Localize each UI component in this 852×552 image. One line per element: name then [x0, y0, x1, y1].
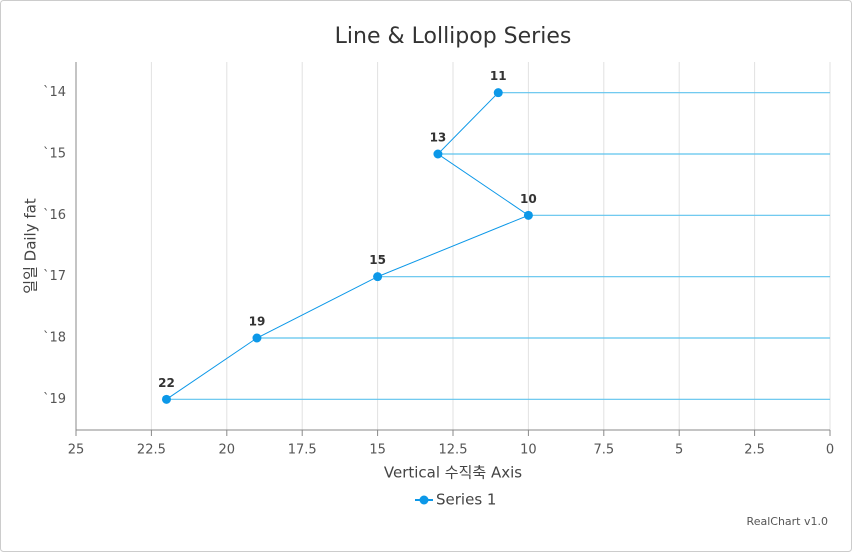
series-line	[166, 92, 530, 400]
chart-title: Line & Lollipop Series	[335, 24, 572, 49]
point	[161, 394, 171, 404]
y-tick-label: `16	[43, 208, 66, 223]
legend-marker	[419, 495, 429, 505]
y-tick-label: `14	[43, 85, 66, 100]
x-tick-label: 12.5	[439, 443, 468, 458]
legend-label: Series 1	[436, 491, 496, 509]
credit: RealChart v1.0	[747, 515, 828, 528]
x-tick-label: 22.5	[137, 443, 166, 458]
data-label: 10	[520, 192, 537, 206]
data-label: 13	[430, 131, 447, 145]
x-tick-label: 17.5	[288, 443, 317, 458]
x-tick-label: 25	[68, 443, 85, 458]
x-tick-label: 10	[520, 443, 537, 458]
point	[433, 149, 443, 159]
x-tick-label: 2.5	[744, 443, 765, 458]
x-tick-label: 15	[369, 443, 386, 458]
point	[373, 272, 383, 282]
data-label: 11	[490, 69, 507, 83]
point	[523, 210, 533, 220]
x-tick-label: 7.5	[593, 443, 614, 458]
x-tick-label: 5	[675, 443, 683, 458]
point	[493, 88, 503, 98]
y-tick-label: `15	[43, 147, 66, 162]
data-label: 15	[369, 253, 386, 267]
y-axis-title: 일일 Daily fat	[22, 198, 40, 294]
x-tick-label: 0	[826, 443, 834, 458]
point	[252, 333, 262, 343]
y-tick-label: `19	[43, 392, 66, 407]
x-tick-label: 20	[219, 443, 236, 458]
data-label: 22	[158, 376, 175, 390]
x-axis-title: Vertical 수직축 Axis	[384, 464, 522, 482]
y-tick-label: `18	[43, 331, 66, 346]
data-label: 19	[249, 315, 266, 329]
y-tick-label: `17	[43, 269, 66, 284]
